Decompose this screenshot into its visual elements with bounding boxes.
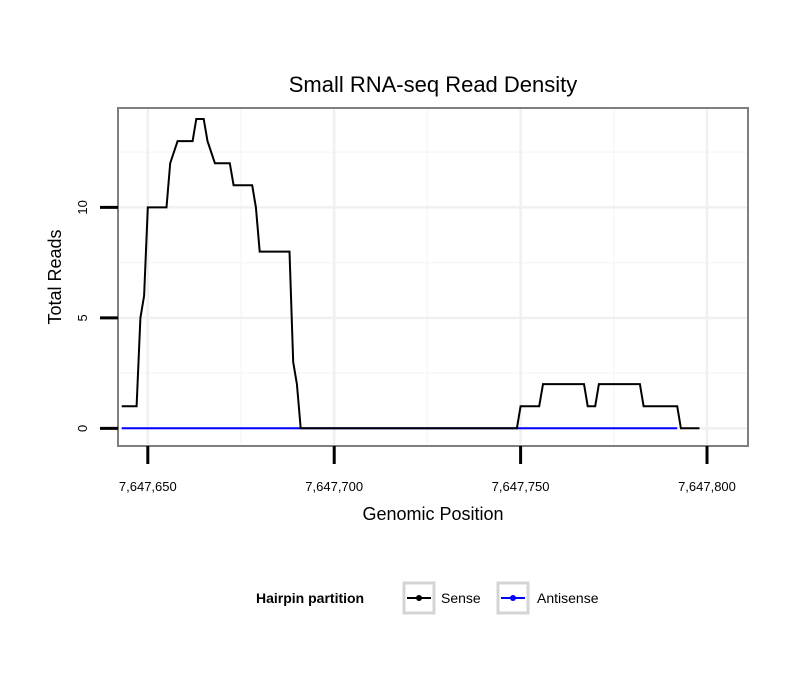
y-tick-label: 0	[75, 425, 90, 432]
x-tick-label: 7,647,700	[305, 479, 363, 494]
x-axis: 7,647,650 7,647,700 7,647,750 7,647,800	[119, 446, 736, 494]
legend-marker-sense	[416, 595, 422, 601]
chart-title: Small RNA-seq Read Density	[289, 72, 578, 97]
plot-area	[117, 107, 749, 447]
x-tick-label: 7,647,650	[119, 479, 177, 494]
legend-item-antisense: Antisense	[496, 581, 599, 615]
x-tick-label: 7,647,750	[492, 479, 550, 494]
legend-label-antisense: Antisense	[537, 590, 599, 606]
legend-label-sense: Sense	[441, 590, 481, 606]
legend-title: Hairpin partition	[256, 590, 364, 606]
y-axis: 0 5 10	[75, 200, 118, 432]
y-axis-title: Total Reads	[45, 229, 65, 324]
x-axis-title: Genomic Position	[362, 504, 503, 524]
legend: Hairpin partition Sense Antisense	[256, 581, 599, 615]
series-layer	[121, 118, 700, 430]
plot-border	[117, 107, 749, 447]
legend-marker-antisense	[510, 595, 516, 601]
legend-item-sense: Sense	[402, 581, 481, 615]
x-tick-label: 7,647,800	[678, 479, 736, 494]
plot-background	[118, 108, 748, 446]
y-tick-label: 10	[75, 200, 90, 214]
series-line-sense	[121, 118, 700, 430]
y-tick-label: 5	[75, 314, 90, 321]
